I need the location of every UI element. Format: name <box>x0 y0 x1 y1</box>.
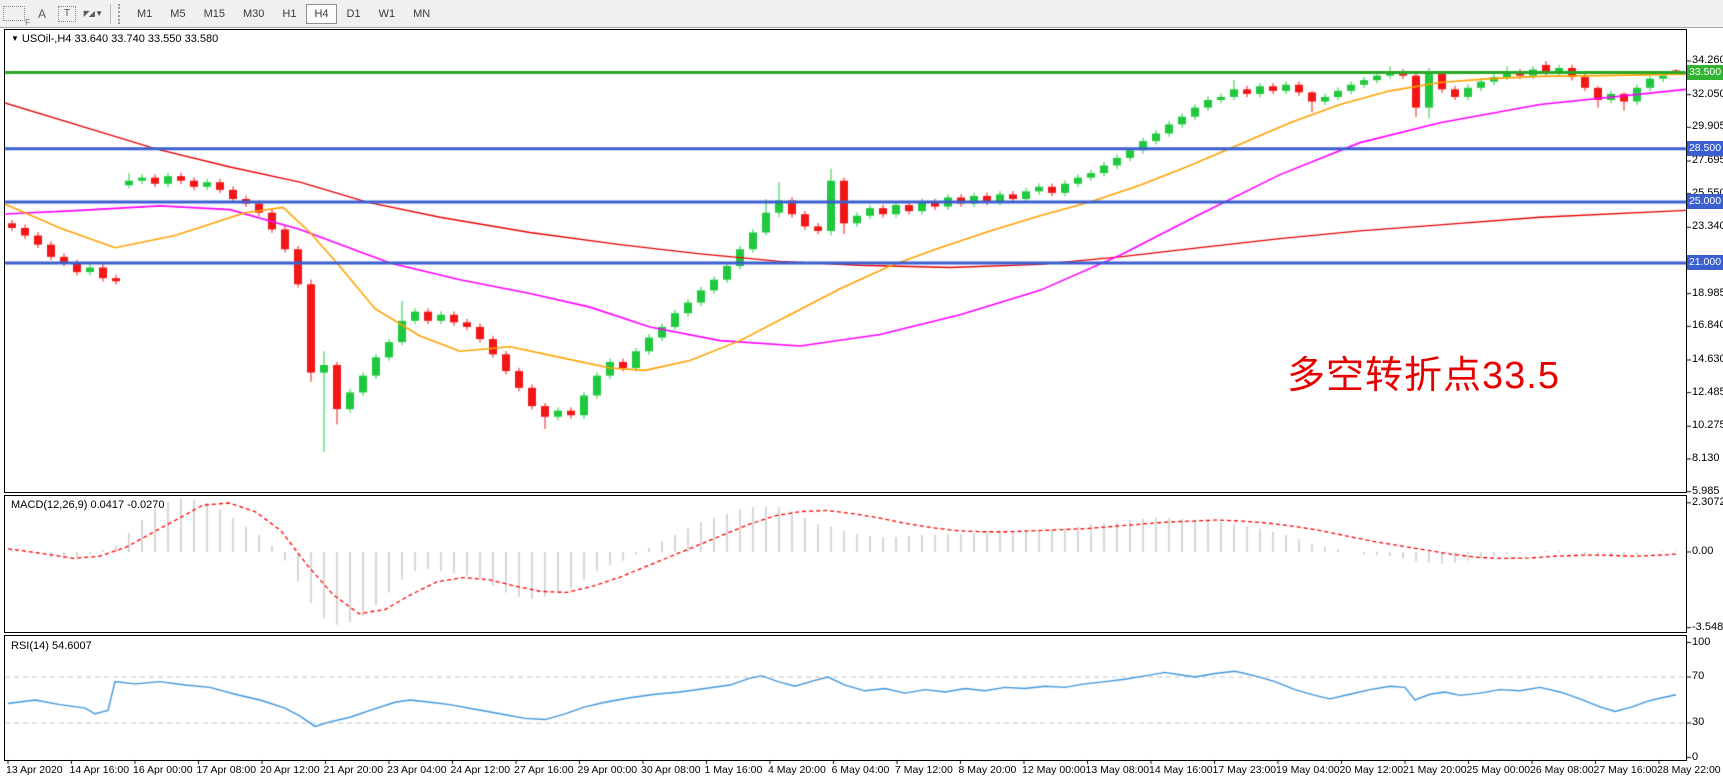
price-axis-label: 23.340 <box>1692 220 1723 233</box>
date-axis-label: 25 May 00:00 <box>1466 764 1531 776</box>
collapse-caret-icon[interactable]: ▼ <box>11 34 19 43</box>
date-axis-label: 17 May 23:00 <box>1212 764 1277 776</box>
macd-axis-label: 2.3072 <box>1692 495 1723 508</box>
date-axis-label: 6 May 04:00 <box>831 764 890 776</box>
chart-title-text: USOil-,H4 33.640 33.740 33.550 33.580 <box>21 33 219 45</box>
date-axis-label: 27 Apr 16:00 <box>514 764 574 776</box>
price-axis-label: 5.985 <box>1692 484 1720 497</box>
price-axis-label: 34.260 <box>1692 54 1723 66</box>
chart-header: ▼ USOil-,H4 33.640 33.740 33.550 33.580 <box>11 33 218 45</box>
date-axis-label: 29 Apr 00:00 <box>577 764 638 776</box>
date-axis-label: 1 May 16:00 <box>704 764 763 776</box>
date-axis-label: 13 May 08:00 <box>1085 764 1150 776</box>
rsi-axis-label: 70 <box>1692 670 1705 682</box>
rsi-axis-label: 100 <box>1692 635 1711 648</box>
price-axis-label: 14.630 <box>1692 352 1723 365</box>
price-axis-label: 18.985 <box>1692 286 1723 299</box>
rsi-indicator-label: RSI(14) 54.6007 <box>11 640 92 652</box>
price-level-badge-21.000[interactable]: 21.000 <box>1687 254 1723 270</box>
date-axis-label: 4 May 20:00 <box>768 764 826 776</box>
date-axis-label: 19 May 04:00 <box>1276 764 1340 776</box>
date-axis-label: 21 May 20:00 <box>1403 764 1467 776</box>
price-level-badge-25.000[interactable]: 25.000 <box>1687 194 1723 210</box>
price-axis-label: 32.050 <box>1692 87 1723 100</box>
macd-axis-label: -3.5484 <box>1692 620 1723 633</box>
macd-axis-label: 0.00 <box>1692 545 1714 557</box>
date-axis-label: 27 May 16:00 <box>1593 764 1658 776</box>
price-level-badge-28.500[interactable]: 28.500 <box>1687 140 1723 156</box>
date-axis-label: 12 May 00:00 <box>1022 764 1086 776</box>
rsi-axis-label: 0 <box>1692 750 1699 763</box>
price-axis-label: 16.840 <box>1692 319 1723 332</box>
date-axis-label: 21 Apr 20:00 <box>323 764 384 776</box>
date-axis-label: 20 Apr 12:00 <box>260 764 320 776</box>
price-axis-label: 10.275 <box>1692 419 1723 432</box>
date-axis-label: 23 Apr 04:00 <box>387 764 447 776</box>
annotation-text[interactable]: 多空转折点33.5 <box>1287 355 1560 397</box>
date-axis-label: 30 Apr 08:00 <box>641 764 701 776</box>
date-axis-label: 8 May 20:00 <box>958 764 1017 776</box>
price-axis-label: 29.905 <box>1692 120 1723 133</box>
price-axis-label: 12.485 <box>1692 385 1723 398</box>
date-axis-label: 24 Apr 12:00 <box>450 764 511 776</box>
price-axis-label: 27.695 <box>1692 153 1723 166</box>
date-axis-label: 14 Apr 16:00 <box>69 764 130 776</box>
date-axis-label: 17 Apr 08:00 <box>196 764 257 776</box>
date-axis-label: 28 May 22:00 <box>1657 764 1721 776</box>
date-axis-label: 20 May 12:00 <box>1339 764 1404 776</box>
price-level-badge-33.500[interactable]: 33.500 <box>1687 64 1723 80</box>
date-axis-label: 14 May 16:00 <box>1149 764 1213 776</box>
date-axis-label: 16 Apr 00:00 <box>133 764 193 776</box>
rsi-axis-label: 30 <box>1692 716 1705 728</box>
date-axis-label: 26 May 08:00 <box>1530 764 1594 776</box>
date-axis-label: 13 Apr 2020 <box>6 764 63 776</box>
price-axis-label: 8.130 <box>1692 451 1720 464</box>
macd-indicator-label: MACD(12,26,9) 0.0417 -0.0270 <box>11 499 165 511</box>
date-axis-label: 7 May 12:00 <box>895 764 953 776</box>
